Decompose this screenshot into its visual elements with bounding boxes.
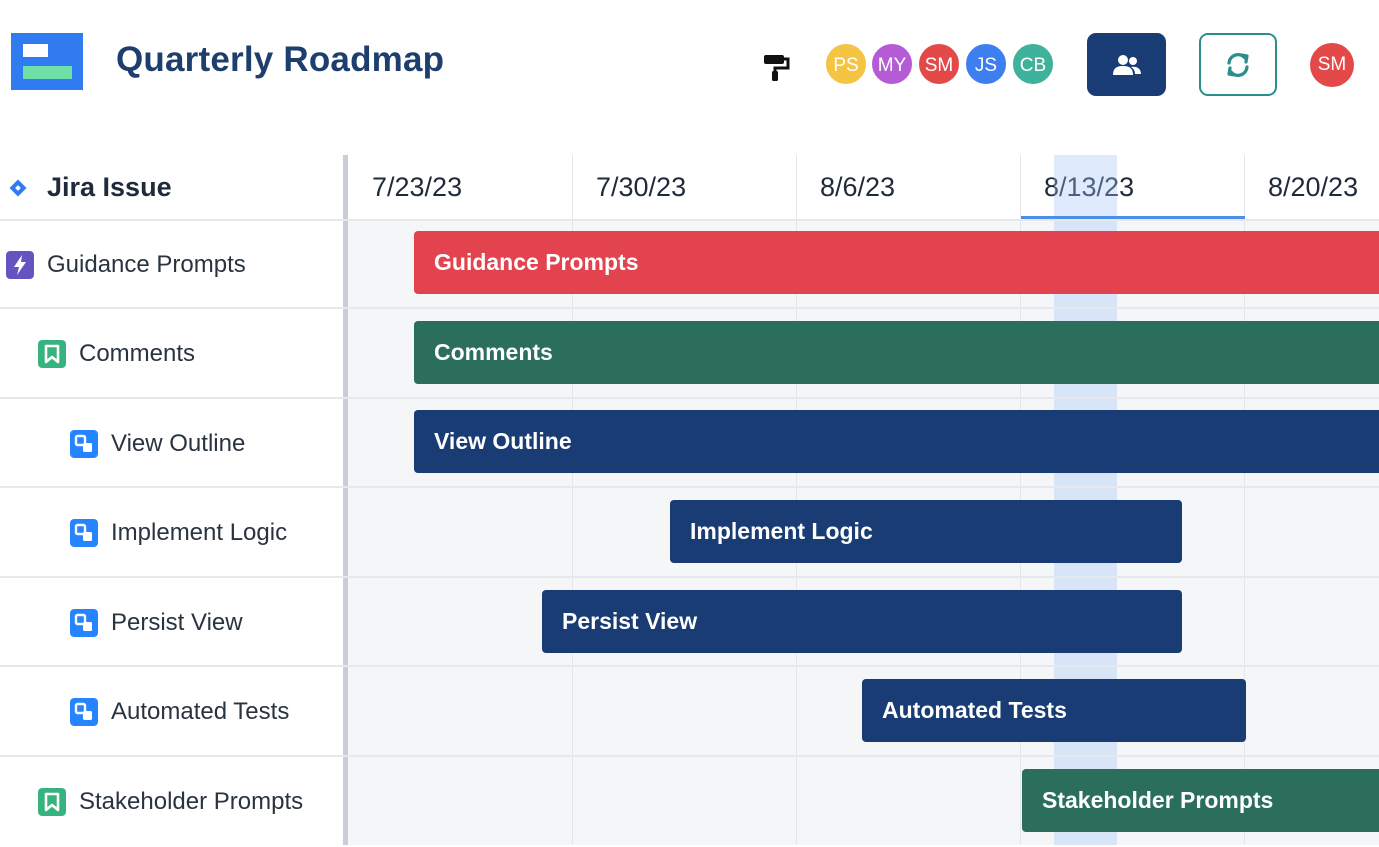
subtask-icon — [70, 519, 98, 547]
date-column-header: 8/20/23 — [1268, 172, 1359, 202]
collaborator-avatar[interactable]: JS — [964, 42, 1008, 86]
story-icon — [38, 788, 66, 816]
collaborator-avatar[interactable]: SM — [917, 42, 961, 86]
share-people-button[interactable] — [1087, 33, 1166, 96]
subtask-icon — [70, 430, 98, 458]
gantt-bar-view-outline[interactable]: View Outline — [414, 410, 1379, 473]
issue-list-panel — [0, 155, 343, 845]
paint-roller-icon[interactable] — [760, 50, 792, 82]
people-icon — [1112, 54, 1141, 75]
date-column-header: 7/23/23 — [372, 172, 463, 202]
app-header: Quarterly Roadmap PS MY SM JS CB SM — [0, 0, 1379, 130]
gantt-bar-implement-logic[interactable]: Implement Logic — [670, 500, 1182, 563]
sync-button[interactable] — [1199, 33, 1277, 96]
issue-row-stakeholder-prompts[interactable]: Stakeholder Prompts — [0, 757, 343, 846]
issue-label: Comments — [79, 340, 196, 367]
collaborator-avatar[interactable]: MY — [870, 42, 914, 86]
issue-column-label: Jira Issue — [47, 172, 172, 202]
issue-row-view-outline[interactable]: View Outline — [0, 399, 343, 488]
issue-label: Persist View — [111, 609, 243, 636]
gantt-bar-persist-view[interactable]: Persist View — [542, 590, 1182, 653]
issue-label: Implement Logic — [111, 519, 288, 546]
gantt-bar-guidance-prompts[interactable]: Guidance Prompts — [414, 231, 1379, 294]
page-title: Quarterly Roadmap — [116, 40, 445, 79]
current-user-avatar[interactable]: SM — [1310, 43, 1354, 87]
collaborator-avatar[interactable]: CB — [1011, 42, 1055, 86]
app-logo — [11, 33, 83, 90]
date-column-header: 7/30/23 — [596, 172, 687, 202]
gantt-bar-comments[interactable]: Comments — [414, 321, 1379, 384]
gantt-bar-stakeholder-prompts[interactable]: Stakeholder Prompts — [1022, 769, 1379, 832]
jira-diamond-icon — [9, 179, 27, 197]
issue-row-automated-tests[interactable]: Automated Tests — [0, 667, 343, 756]
date-column-header: 8/13/23 — [1044, 172, 1135, 202]
issue-label: Guidance Prompts — [47, 251, 246, 278]
gantt-bar-automated-tests[interactable]: Automated Tests — [862, 679, 1246, 742]
issue-column-header: Jira Issue — [0, 155, 343, 220]
issue-label: Stakeholder Prompts — [79, 788, 304, 815]
issue-row-implement-logic[interactable]: Implement Logic — [0, 488, 343, 577]
issue-label: View Outline — [111, 430, 246, 457]
subtask-icon — [70, 698, 98, 726]
issue-label: Automated Tests — [111, 698, 290, 725]
sync-icon — [1227, 52, 1249, 77]
issue-row-persist-view[interactable]: Persist View — [0, 578, 343, 667]
epic-icon — [6, 251, 34, 279]
issue-row-comments[interactable]: Comments — [0, 309, 343, 398]
panel-splitter[interactable] — [343, 155, 348, 845]
date-column-header: 8/6/23 — [820, 172, 896, 202]
collaborator-avatar[interactable]: PS — [824, 42, 868, 86]
story-icon — [38, 340, 66, 368]
current-week-indicator — [1021, 216, 1245, 219]
issue-row-guidance-prompts[interactable]: Guidance Prompts — [0, 220, 343, 309]
subtask-icon — [70, 609, 98, 637]
